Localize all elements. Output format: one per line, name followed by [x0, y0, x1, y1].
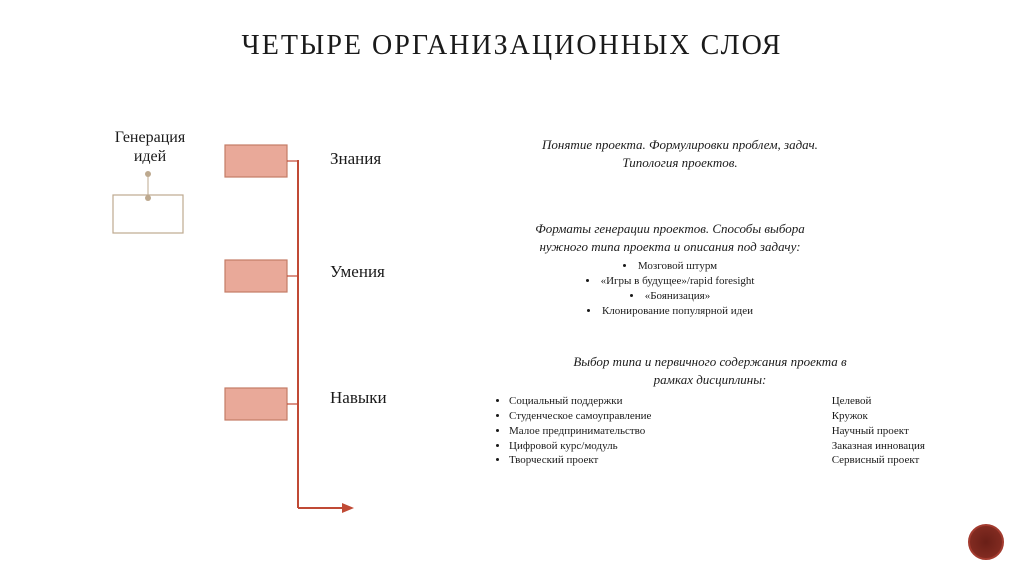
section-1: Понятие проекта. Формулировки проблем, з…	[490, 136, 870, 171]
page-title: ЧЕТЫРЕ ОРГАНИЗАЦИОННЫХ СЛОЯ	[0, 0, 1024, 62]
list-item: Заказная инновация	[832, 439, 925, 454]
list-item: Малое предпринимательство	[509, 424, 651, 439]
list-item: Клонирование популярной идеи	[460, 304, 880, 319]
list-item: Социальный поддержки	[509, 394, 651, 409]
list-item: Творческий проект	[509, 453, 651, 468]
section-3-left-col: Социальный поддержки Студенческое самоуп…	[495, 394, 651, 468]
row-label-umeniya: Умения	[330, 262, 385, 282]
section-3-intro: Выбор типа и первичного содержания проек…	[573, 354, 846, 387]
list-item: Цифровой курс/модуль	[509, 439, 651, 454]
section-2-intro: Форматы генерации проектов. Способы выбо…	[535, 221, 804, 254]
list-item: «Боянизация»	[460, 289, 880, 304]
row-label-navyki: Навыки	[330, 388, 387, 408]
section-3: Выбор типа и первичного содержания проек…	[495, 353, 925, 468]
section-2-bullets: Мозговой штурм «Игры в будущее»/rapid fo…	[460, 259, 880, 318]
list-item: Студенческое самоуправление	[509, 409, 651, 424]
corner-badge-icon	[968, 524, 1004, 560]
section-1-text: Понятие проекта. Формулировки проблем, з…	[542, 137, 818, 170]
list-item: Целевой	[832, 394, 925, 409]
list-item: «Игры в будущее»/rapid foresight	[460, 274, 880, 289]
list-item: Научный проект	[832, 424, 925, 439]
section-3-right-col: Целевой Кружок Научный проект Заказная и…	[832, 394, 925, 468]
section-2: Форматы генерации проектов. Способы выбо…	[460, 220, 880, 318]
section-3-columns: Социальный поддержки Студенческое самоуп…	[495, 394, 925, 468]
list-item: Мозговой штурм	[460, 259, 880, 274]
generation-label: Генерацияидей	[110, 128, 190, 166]
list-item: Сервисный проект	[832, 453, 925, 468]
row-label-znaniya: Знания	[330, 149, 381, 169]
list-item: Кружок	[832, 409, 925, 424]
